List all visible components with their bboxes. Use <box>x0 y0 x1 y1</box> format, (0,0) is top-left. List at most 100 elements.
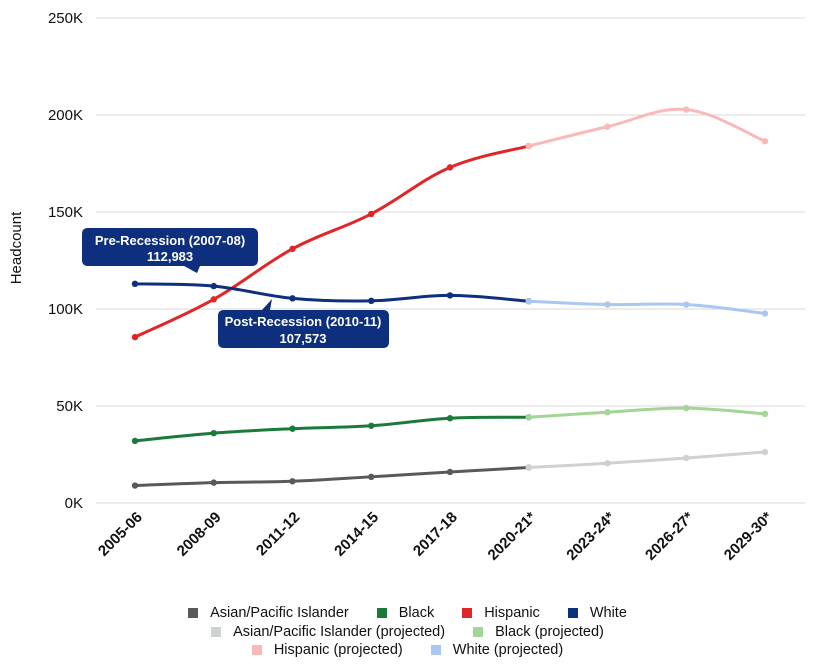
pre-recession-callout: Pre-Recession (2007-08) 112,983 <box>82 228 258 273</box>
legend-item-white: White <box>567 605 627 622</box>
legend-item-asian-pacific-islander-projected: Asian/Pacific Islander (projected) <box>211 624 445 640</box>
data-point <box>604 301 611 308</box>
data-point <box>131 437 139 445</box>
legend-swatch <box>251 645 262 656</box>
legend-swatch <box>430 645 441 656</box>
x-tick-label: 2008-09 <box>174 509 225 560</box>
series-line-asian-pacific-islander-projected <box>527 450 767 469</box>
legend-row: Hispanic (projected) White (projected) <box>0 641 815 660</box>
legend-swatch <box>473 626 484 637</box>
data-point <box>525 142 532 150</box>
data-point <box>761 448 769 456</box>
chart-legend: Asian/Pacific Islander Black Hispanic Wh… <box>0 604 815 660</box>
legend-label: Black <box>398 605 435 622</box>
legend-label: Hispanic <box>484 605 540 622</box>
legend-swatch <box>462 608 473 619</box>
x-tick-label: 2029-30* <box>721 509 776 564</box>
legend-item-white-projected: White (projected) <box>430 642 564 659</box>
data-point <box>761 137 769 145</box>
x-tick-label: 2023-24* <box>563 509 618 564</box>
data-point <box>368 210 375 218</box>
series-line-white-projected <box>527 299 767 315</box>
legend-label: White (projected) <box>452 642 564 659</box>
data-point <box>604 409 611 416</box>
data-point <box>761 310 769 317</box>
data-point <box>761 410 769 418</box>
series-white-projected <box>525 298 769 317</box>
data-point <box>289 245 296 253</box>
x-tick-label: 2017-18 <box>410 509 461 560</box>
y-tick-label: 100K <box>48 301 83 318</box>
legend-label: Asian/Pacific Islander <box>210 605 349 622</box>
grid-lines <box>96 17 805 504</box>
series-hispanic <box>131 142 532 341</box>
post-recession-callout-box <box>218 299 389 348</box>
data-point <box>210 479 217 486</box>
data-point <box>446 415 454 422</box>
x-axis-ticks: 2005-06 2008-09 2011-12 2014-15 2017-18 2020-… <box>95 509 776 564</box>
post-recession-callout-value: 107,573 <box>280 331 327 346</box>
legend-swatch <box>211 626 222 637</box>
data-point <box>446 468 454 476</box>
pre-recession-callout-title: Pre-Recession (2007-08) <box>95 233 245 248</box>
series-line-hispanic-projected <box>527 107 767 148</box>
series-lines <box>131 106 769 489</box>
legend-label: Black (projected) <box>495 623 604 640</box>
legend-label: Hispanic (projected) <box>273 642 403 659</box>
legend-row: Asian/Pacific Islander Black Hispanic Wh… <box>0 604 815 623</box>
data-point <box>604 460 611 467</box>
x-tick-label: 2011-12 <box>253 509 303 559</box>
data-point <box>683 404 690 412</box>
y-axis-label: Headcount <box>8 211 25 284</box>
legend-item-black: Black <box>376 605 435 622</box>
data-point <box>210 429 217 437</box>
series-hispanic-projected <box>525 106 769 150</box>
data-point <box>131 333 139 341</box>
y-axis-ticks: 0K 50K 100K 150K 200K 250K <box>48 10 83 512</box>
data-point <box>446 164 454 171</box>
post-recession-callout-title: Post-Recession (2010-11) <box>225 314 382 329</box>
y-tick-label: 150K <box>48 204 83 221</box>
legend-item-asian-pacific-islander: Asian/Pacific Islander <box>188 605 349 621</box>
x-tick-label: 2020-21* <box>485 509 540 564</box>
x-tick-label: 2005-06 <box>95 509 146 560</box>
data-point <box>368 297 375 305</box>
series-line-black <box>133 415 531 443</box>
series-line-black-projected <box>527 406 767 419</box>
data-point <box>210 296 217 303</box>
series-white <box>131 280 532 305</box>
y-tick-label: 50K <box>56 398 83 415</box>
legend-item-black-projected: Black (projected) <box>473 624 604 640</box>
series-line-asian-pacific-islander <box>133 465 531 488</box>
series-black <box>131 414 532 445</box>
x-tick-label: 2026-27* <box>642 509 697 564</box>
legend-label: White <box>589 605 627 622</box>
pre-recession-callout-box <box>82 228 258 273</box>
data-point <box>604 123 611 130</box>
data-point <box>683 301 690 308</box>
y-tick-label: 250K <box>48 10 83 27</box>
x-tick-label: 2014-15 <box>331 509 382 560</box>
data-point <box>289 478 296 485</box>
data-point <box>683 106 690 113</box>
y-tick-label: 0K <box>65 495 83 512</box>
data-point <box>131 482 139 489</box>
y-tick-label: 200K <box>48 107 83 124</box>
legend-swatch <box>376 608 387 619</box>
series-black-projected <box>525 404 769 421</box>
pre-recession-callout-value: 112,983 <box>147 249 193 264</box>
series-line-white <box>133 282 531 303</box>
legend-swatch <box>567 608 578 619</box>
data-point <box>368 422 375 429</box>
legend-row: Asian/Pacific Islander (projected) Black… <box>0 623 815 642</box>
legend-item-hispanic-projected: Hispanic (projected) <box>251 642 403 659</box>
data-point <box>289 425 296 432</box>
data-point <box>210 282 217 290</box>
data-point <box>289 295 296 302</box>
legend-item-hispanic: Hispanic <box>462 605 540 621</box>
series-asian-pacific-islander <box>131 464 532 489</box>
data-point <box>683 454 690 462</box>
data-point <box>446 292 454 299</box>
data-point <box>525 464 532 471</box>
